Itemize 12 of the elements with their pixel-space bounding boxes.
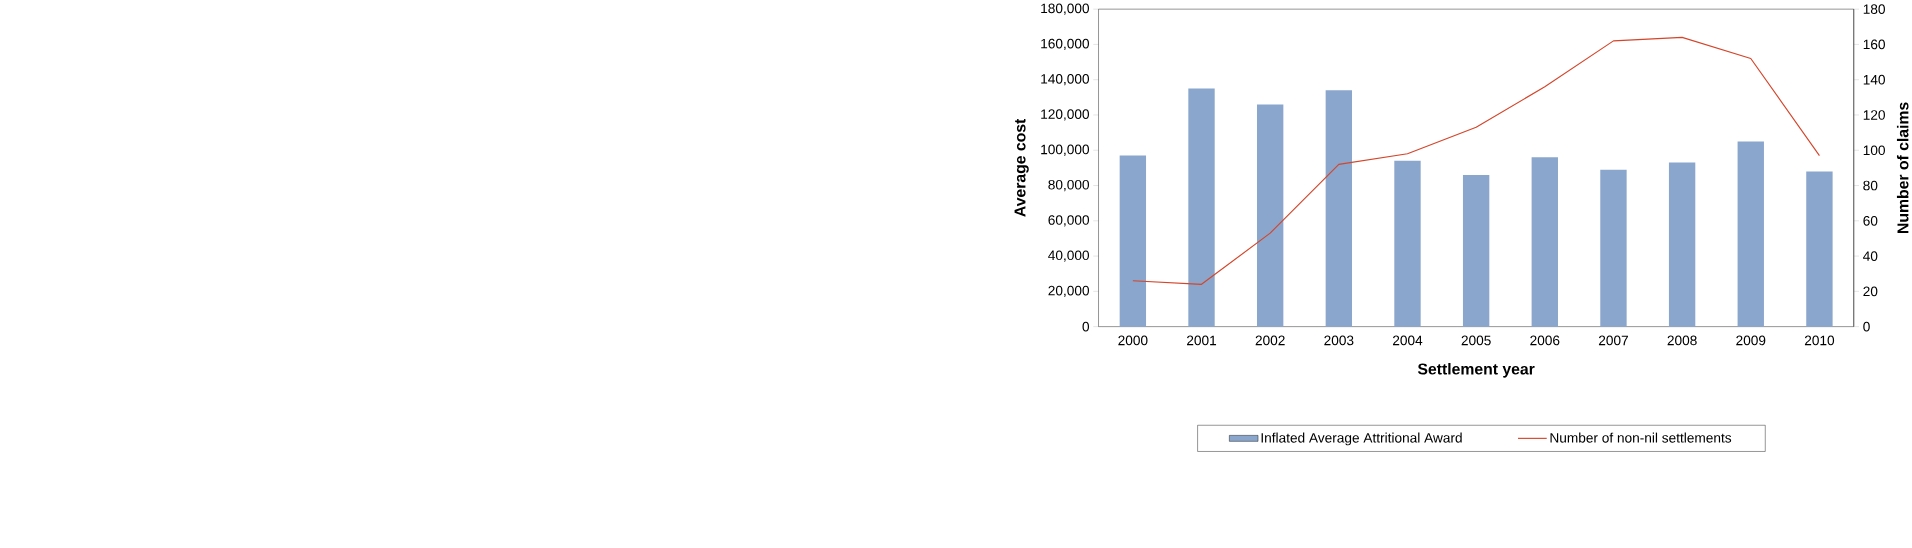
bar: [1600, 169, 1627, 327]
bar: [1668, 162, 1696, 327]
bar: [1737, 140, 1764, 327]
bar: [1256, 103, 1284, 327]
line-series: [1132, 36, 1821, 285]
bar: [1806, 170, 1833, 327]
bar: [1394, 160, 1421, 327]
bar: [1325, 89, 1353, 327]
bar: [1119, 155, 1147, 327]
bar: [1462, 174, 1490, 327]
bar: [1188, 88, 1215, 327]
bar: [1531, 156, 1558, 327]
